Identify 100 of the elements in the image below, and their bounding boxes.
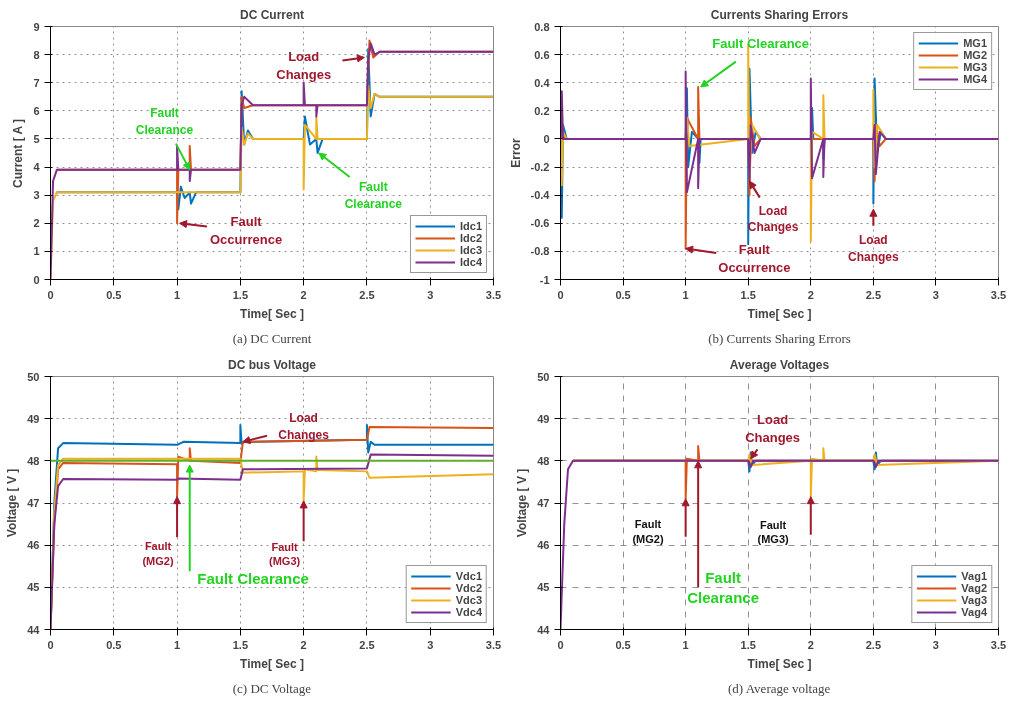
x-tick-label: 1 [174,638,181,651]
x-tick-label: 0.5 [615,288,631,301]
legend-label: Vag3 [961,594,987,606]
y-tick-label: 46 [27,539,40,552]
annotation: Fault (MG2) [632,518,664,545]
y-tick-label: 44 [27,623,41,636]
x-tick-label: 3 [932,638,939,651]
x-axis-title: Time[ Sec ] [240,306,304,321]
y-tick-label: 50 [537,370,550,383]
annotation: Load Changes [278,411,330,443]
x-tick-label: 2.5 [359,638,375,651]
annotation: Fault Clearance [687,568,759,607]
legend-label: Idc4 [459,256,482,268]
x-tick-label: 1 [682,638,689,651]
legend-label: Idc1 [459,220,482,232]
legend-label: MG4 [963,73,987,85]
chart-title: DC bus Voltage [228,357,317,372]
annotation: Fault Clearance [344,179,403,211]
y-tick-label: 47 [27,497,40,509]
y-tick-label: 45 [537,581,550,594]
y-tick-label: 5 [33,132,40,145]
y-tick-label: 48 [537,454,550,467]
x-tick-label: 3.5 [485,288,502,301]
y-tick-label: 47 [537,497,550,509]
x-tick-label: 3.5 [990,288,1007,301]
annotation: Fault Occurrence [718,242,791,276]
text: (c) DC Voltage [232,680,312,696]
y-tick-label: -0.8 [530,245,550,258]
annotation: Fault Clearance [197,570,309,588]
x-tick-label: 2 [300,638,307,651]
y-axis-title: Voltage [ V ] [515,468,530,538]
x-tick-label: 0 [557,288,564,301]
y-tick-label: 44 [537,623,551,636]
x-tick-label: 1 [682,288,689,301]
x-tick-label: 3 [427,288,434,301]
y-tick-label: 2 [33,217,40,230]
y-tick-label: 48 [27,454,40,467]
y-axis-title: Voltage [ V ] [5,468,20,538]
y-axis-title: Current [ A ] [11,118,26,188]
x-tick-label: 2.5 [865,288,882,301]
text: (b) Currents Sharing Errors [708,330,851,346]
annotation: Fault Occurrence [209,214,283,248]
y-tick-label: 0 [33,273,40,286]
x-tick-label: 0 [557,638,564,651]
y-tick-label: 0.4 [534,76,551,89]
y-axis-title: Error [508,138,523,168]
chart-title: Average Voltages [729,357,830,372]
legend-label: Vdc2 [455,582,482,594]
y-tick-label: 3 [33,189,40,202]
y-tick-label: 0.8 [534,20,550,33]
annotation: Load Changes [745,411,801,445]
legend-label: Idc2 [459,232,482,244]
legend-label: MG3 [963,61,987,73]
chart-title: Currents Sharing Errors [710,7,849,22]
y-tick-label: 0.2 [534,104,550,117]
x-tick-label: 1 [174,288,181,301]
x-tick-label: 1.5 [740,638,756,651]
legend-label: Vdc1 [455,570,482,582]
x-tick-label: 2 [807,288,814,301]
text: (d) Average voltage [728,680,831,696]
x-tick-label: 3 [932,288,939,301]
x-tick-label: 3 [427,638,434,651]
legend-label: Vag2 [961,582,987,594]
y-tick-label: 45 [27,581,40,594]
y-tick-label: 46 [537,539,550,552]
chart-title: DC Current [240,7,305,22]
x-tick-label: 0.5 [615,638,631,651]
y-tick-label: -0.2 [530,161,550,174]
y-tick-label: 6 [33,104,40,117]
y-tick-label: 4 [33,161,41,174]
y-tick-label: 50 [27,370,40,383]
text: (a) DC Current [232,330,312,346]
x-tick-label: 1.5 [740,288,756,301]
annotation: Load Changes [848,233,900,264]
legend-label: Vag1 [961,570,987,582]
y-tick-label: -1 [539,273,550,286]
y-tick-label: 49 [537,412,550,425]
annotation: Fault Clearance [135,106,194,138]
x-tick-label: 3.5 [990,638,1007,651]
x-axis-title: Time[ Sec ] [240,656,304,671]
annotation: Fault (MG2) [142,540,174,567]
y-tick-label: 0.6 [534,48,550,61]
x-tick-label: 2.5 [865,638,882,651]
legend-label: Vdc4 [455,606,482,618]
y-tick-label: 49 [27,412,40,425]
y-tick-label: 1 [33,245,40,258]
legend-label: Vag4 [961,606,987,618]
legend-label: Vdc3 [455,594,482,606]
x-axis-title: Time[ Sec ] [747,656,812,671]
legend-label: Idc3 [459,244,482,256]
x-tick-label: 2 [807,638,814,651]
x-tick-label: 0 [47,288,54,301]
x-axis-title: Time[ Sec ] [747,306,812,321]
x-tick-label: 0.5 [106,638,122,651]
y-tick-label: 7 [33,76,40,89]
annotation: Fault (MG3) [269,540,301,568]
x-tick-label: 2 [300,288,307,301]
annotation: Fault (MG3) [757,518,790,546]
annotation: Fault Clearance [712,36,810,52]
legend-label: MG2 [963,49,987,61]
